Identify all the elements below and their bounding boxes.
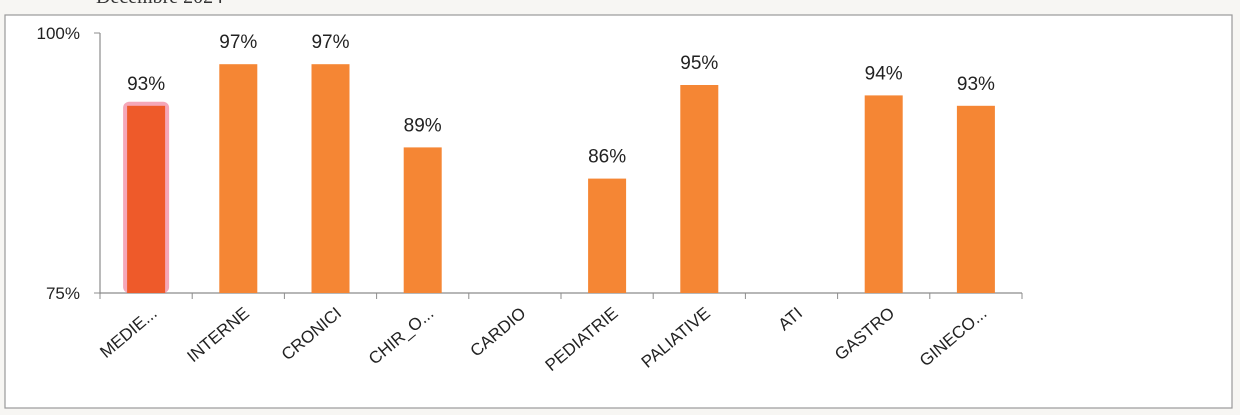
bar: [311, 64, 350, 293]
data-label: 97%: [219, 32, 257, 53]
bar: [680, 85, 719, 293]
chart-heading: Décembre 2024: [96, 0, 223, 9]
data-label: 94%: [865, 63, 903, 84]
data-label: 93%: [957, 74, 995, 95]
bar: [403, 147, 442, 293]
y-tick-label: 75%: [46, 284, 80, 303]
bar: [956, 105, 995, 293]
data-label: 89%: [404, 115, 442, 136]
y-axis: 75% 100%: [37, 24, 101, 303]
y-tick-label: 100%: [37, 24, 80, 43]
bar: [127, 105, 166, 293]
data-label: 93%: [127, 74, 165, 95]
data-label: 95%: [680, 53, 718, 74]
data-label: 86%: [588, 147, 626, 168]
data-label: 97%: [311, 32, 349, 53]
data-labels: 93% 97% 97% 89% 86% 95% 94% 93%: [127, 32, 995, 167]
bar: [864, 95, 903, 294]
bar: [219, 64, 258, 293]
bar: [588, 178, 627, 293]
bars: [123, 64, 995, 294]
